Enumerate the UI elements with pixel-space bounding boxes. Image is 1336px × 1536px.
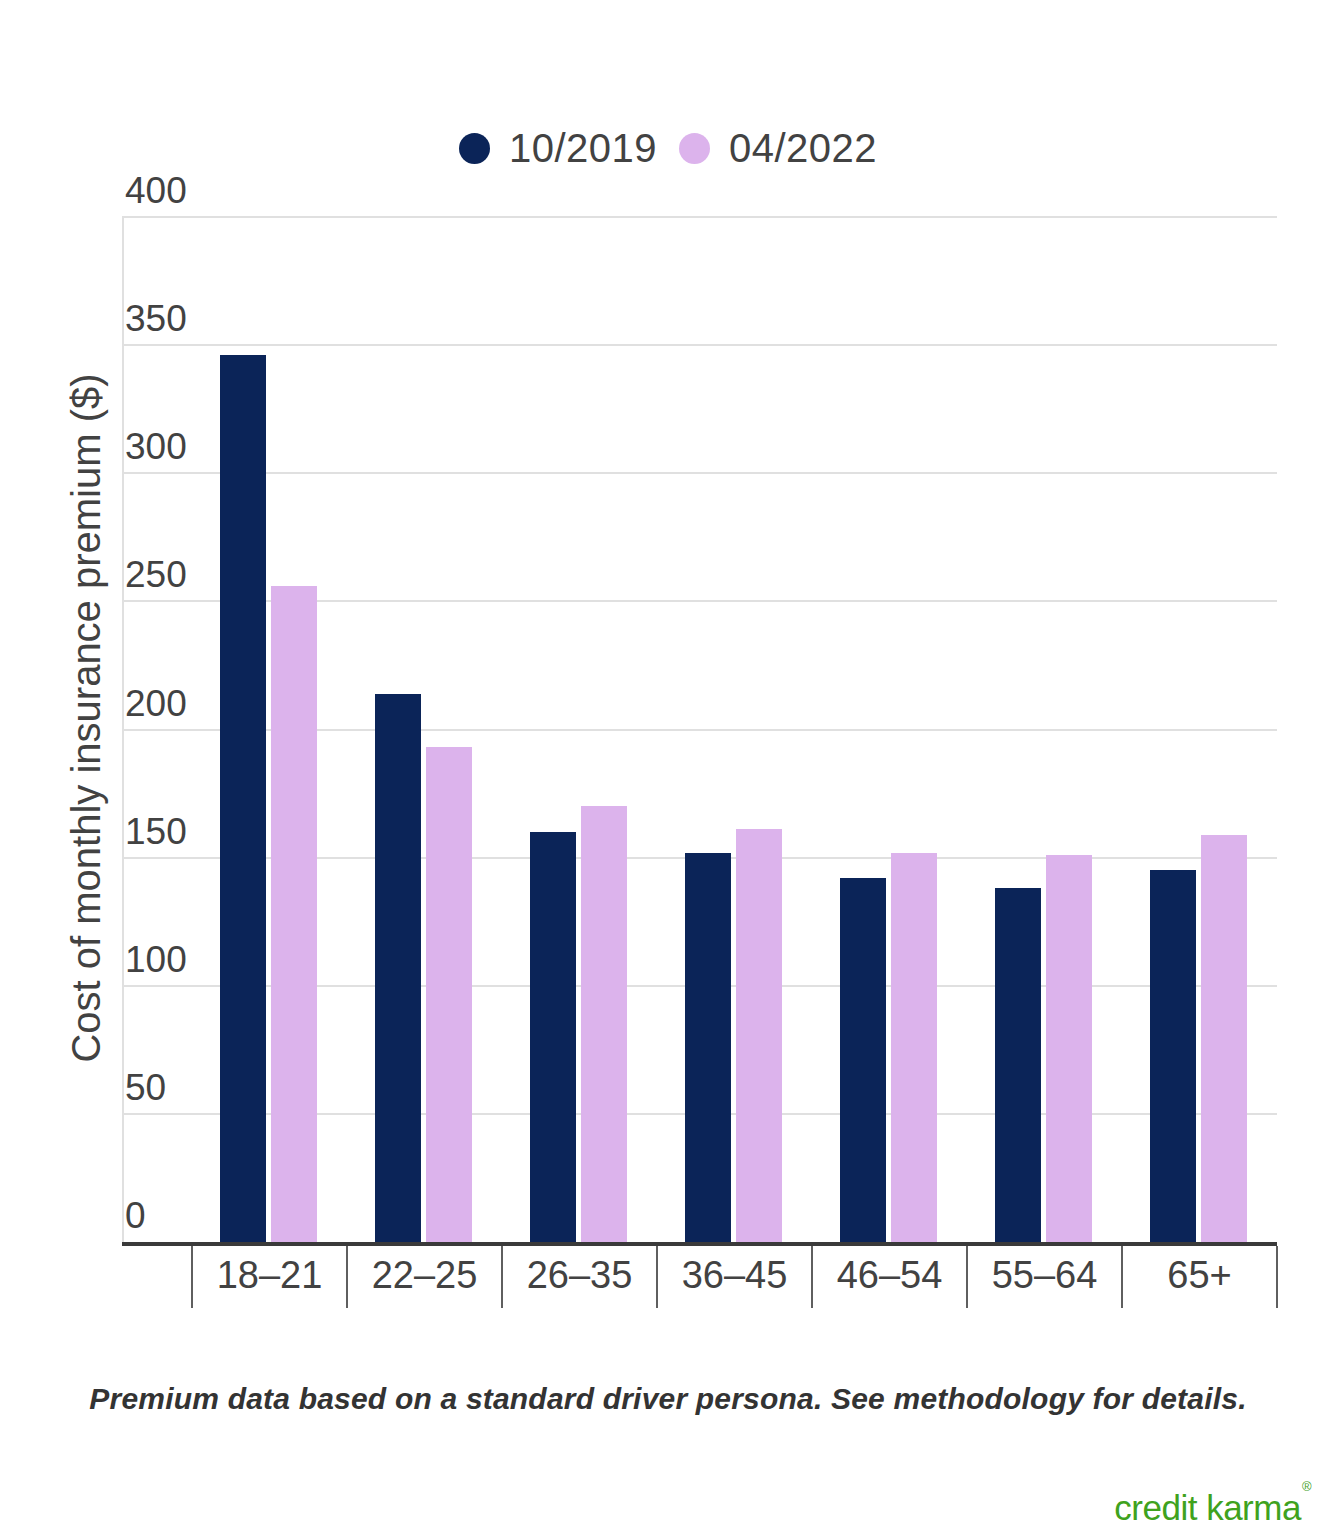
gridline-350 [122, 344, 1277, 346]
y-tick-label-150: 150 [125, 810, 187, 854]
y-tick-label-350: 350 [125, 297, 187, 341]
gridline-300 [122, 472, 1277, 474]
registered-trademark-icon: ® [1302, 1479, 1311, 1494]
y-tick-label-0: 0 [125, 1194, 146, 1238]
logo-text: credit karma [1114, 1488, 1301, 1527]
legend-item-0: 10/2019 [459, 126, 657, 171]
x-tick-divider [501, 1246, 503, 1308]
bar-102019-1821 [220, 355, 266, 1242]
x-tick-divider [1276, 1246, 1278, 1308]
legend-label: 04/2022 [729, 126, 877, 171]
legend-item-1: 04/2022 [679, 126, 877, 171]
x-tick-label-3645: 36–45 [657, 1253, 812, 1297]
x-tick-label-1821: 18–21 [192, 1253, 347, 1297]
bar-042022-4654 [891, 853, 937, 1243]
x-tick-divider [346, 1246, 348, 1308]
x-tick-label-4654: 46–54 [812, 1253, 967, 1297]
bar-042022-1821 [271, 586, 317, 1242]
bar-102019-4654 [840, 878, 886, 1242]
x-axis-line [122, 1242, 1277, 1246]
bar-042022-2635 [581, 806, 627, 1242]
bar-042022-5564 [1046, 855, 1092, 1242]
legend-dot-icon [679, 133, 710, 164]
bar-042022-3645 [736, 829, 782, 1242]
bar-102019-5564 [995, 888, 1041, 1242]
x-tick-label-5564: 55–64 [967, 1253, 1122, 1297]
y-tick-label-300: 300 [125, 425, 187, 469]
gridline-400 [122, 216, 1277, 218]
x-tick-label-65: 65+ [1122, 1253, 1277, 1297]
x-tick-divider [656, 1246, 658, 1308]
x-tick-divider [1121, 1246, 1123, 1308]
chart-canvas: 10/2019 04/2022 Cost of monthly insurance… [0, 0, 1336, 1536]
credit-karma-logo: credit karma® [1114, 1488, 1310, 1528]
y-axis-border [122, 217, 124, 1242]
bar-102019-2635 [530, 832, 576, 1242]
legend-label: 10/2019 [509, 126, 657, 171]
y-tick-label-50: 50 [125, 1066, 166, 1110]
y-tick-label-400: 400 [125, 169, 187, 213]
bar-042022-65 [1201, 835, 1247, 1242]
bar-102019-65 [1150, 870, 1196, 1242]
legend-dot-icon [459, 133, 490, 164]
x-tick-divider [811, 1246, 813, 1308]
chart-footnote: Premium data based on a standard driver … [0, 1382, 1336, 1416]
x-tick-divider [966, 1246, 968, 1308]
bar-102019-3645 [685, 853, 731, 1243]
y-axis-title: Cost of monthly insurance premium ($) [64, 373, 109, 1062]
bar-102019-2225 [375, 694, 421, 1242]
chart-legend: 10/2019 04/2022 [0, 126, 1336, 171]
bar-042022-2225 [426, 747, 472, 1242]
y-tick-label-250: 250 [125, 553, 187, 597]
x-tick-label-2225: 22–25 [347, 1253, 502, 1297]
x-tick-label-2635: 26–35 [502, 1253, 657, 1297]
x-tick-divider [191, 1246, 193, 1308]
y-tick-label-100: 100 [125, 938, 187, 982]
y-tick-label-200: 200 [125, 682, 187, 726]
